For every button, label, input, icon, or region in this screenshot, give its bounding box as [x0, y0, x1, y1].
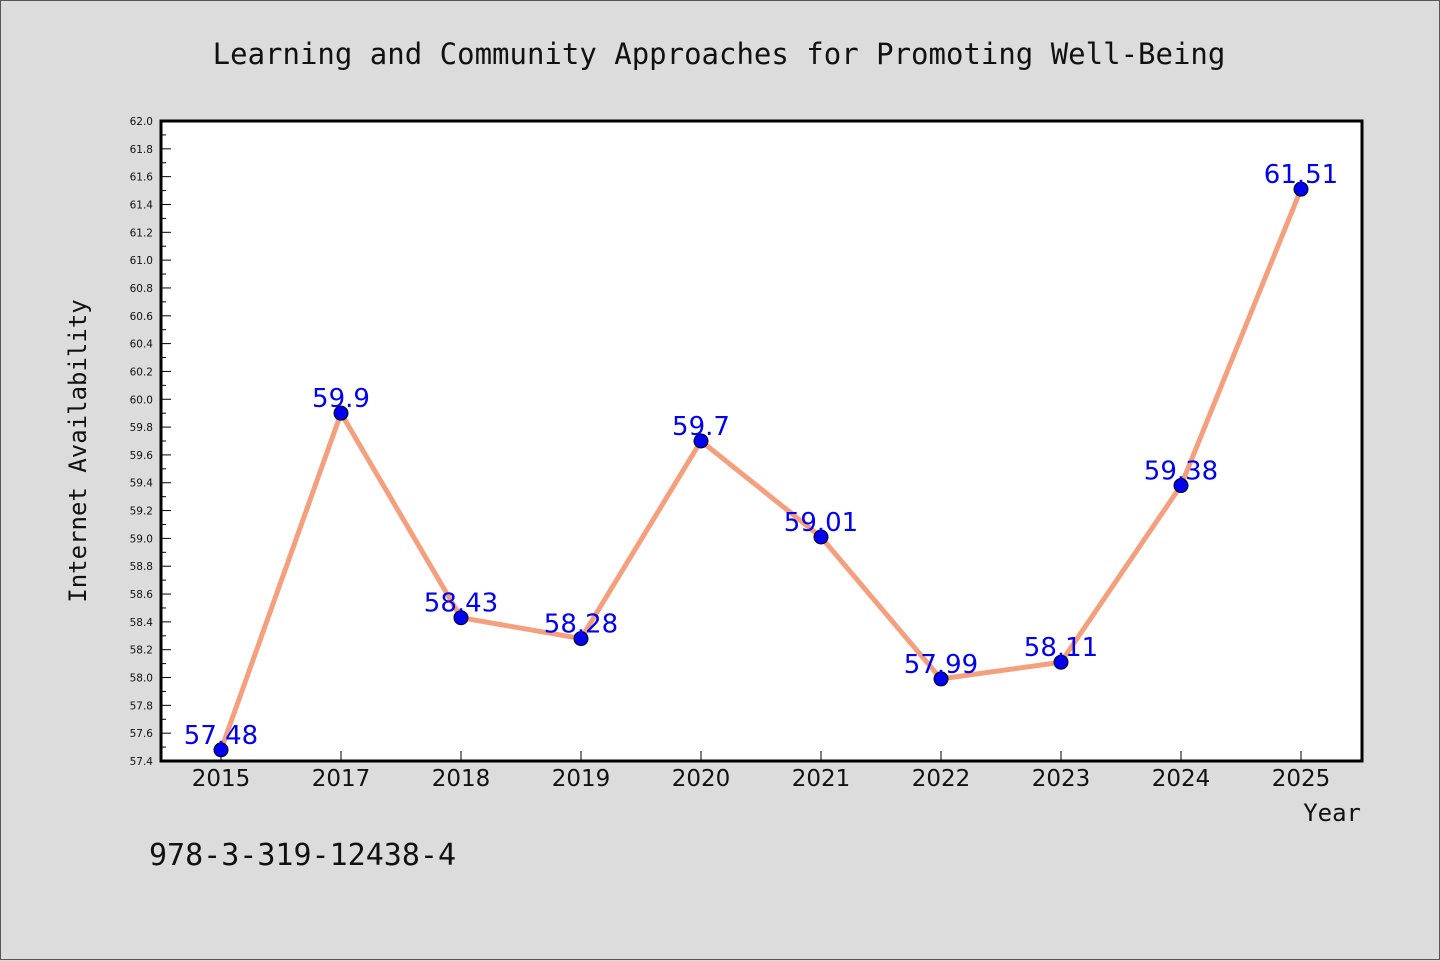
data-point [1293, 181, 1309, 197]
data-label: 57.48 [184, 721, 258, 751]
x-tick-label: 2022 [912, 766, 971, 792]
y-tick-label: 58.0 [130, 673, 153, 685]
data-label: 58.11 [1024, 633, 1098, 663]
x-axis-label: Year [1303, 799, 1361, 827]
data-label: 58.43 [424, 589, 498, 619]
x-tick-label: 2021 [792, 766, 851, 792]
data-label: 59.9 [312, 384, 370, 414]
chart-title: Learning and Community Approaches for Pr… [213, 37, 1226, 71]
x-tick-label: 2017 [312, 766, 371, 792]
y-tick-label: 58.4 [130, 617, 154, 629]
y-tick-label: 57.8 [130, 700, 153, 712]
data-label: 61.51 [1264, 160, 1338, 190]
y-tick-label: 61.4 [130, 199, 154, 211]
data-point [1053, 654, 1069, 670]
plot-area [159, 119, 1364, 763]
y-tick-label: 61.0 [130, 255, 153, 267]
y-axis: 57.4 57.6 57.8 58.0 58.2 58.4 58.6 58.8 59.0 59.2… [130, 116, 171, 768]
y-tick-label: 61.8 [130, 144, 153, 156]
data-point [933, 671, 949, 687]
data-point [453, 610, 469, 626]
data-label: 59.7 [672, 412, 730, 442]
data-point [573, 631, 589, 647]
data-point [693, 433, 709, 449]
y-tick-label: 60.8 [130, 283, 153, 295]
x-axis: 2015 2017 2018 2019 2020 2021 2022 2023 2024 2025 [192, 751, 1331, 792]
y-tick-label: 60.0 [130, 394, 153, 406]
y-tick-label: 60.4 [130, 339, 154, 351]
y-tick-label: 59.0 [130, 533, 153, 545]
data-point [333, 405, 349, 421]
x-tick-label: 2023 [1032, 766, 1091, 792]
y-tick-label: 61.2 [130, 227, 153, 239]
y-tick-label: 61.6 [130, 172, 154, 184]
isbn-annotation: 978-3-319-12438-4 [149, 838, 456, 873]
y-tick-label: 59.6 [130, 450, 154, 462]
data-point [1173, 478, 1189, 494]
data-label: 59.01 [784, 508, 858, 538]
y-tick-label: 59.4 [130, 478, 154, 490]
data-point [813, 529, 829, 545]
y-tick-label: 62.0 [130, 116, 153, 128]
y-tick-label: 60.6 [130, 311, 154, 323]
y-tick-label: 58.2 [130, 645, 153, 657]
series-line [218, 186, 1304, 753]
y-tick-label: 58.8 [130, 561, 153, 573]
data-label: 59.38 [1144, 457, 1218, 487]
y-tick-label: 59.8 [130, 422, 153, 434]
x-tick-label: 2015 [192, 766, 251, 792]
series-layer: 57.48 59.9 58.43 58.28 59.7 59.01 57.99 58.11 59… [184, 160, 1338, 758]
data-label: 58.28 [544, 610, 618, 640]
x-tick-label: 2018 [432, 766, 491, 792]
data-point [213, 742, 229, 758]
y-axis-label: Internet Availability [64, 299, 92, 602]
y-tick-label: 60.2 [130, 366, 153, 378]
data-label: 57.99 [904, 650, 978, 680]
y-tick-label: 57.4 [130, 756, 154, 768]
x-tick-label: 2019 [552, 766, 611, 792]
y-tick-label: 57.6 [130, 728, 154, 740]
y-tick-label: 59.2 [130, 506, 153, 518]
x-tick-label: 2020 [672, 766, 731, 792]
x-tick-label: 2025 [1272, 766, 1331, 792]
x-tick-label: 2024 [1152, 766, 1211, 792]
y-tick-label: 58.6 [130, 589, 154, 601]
